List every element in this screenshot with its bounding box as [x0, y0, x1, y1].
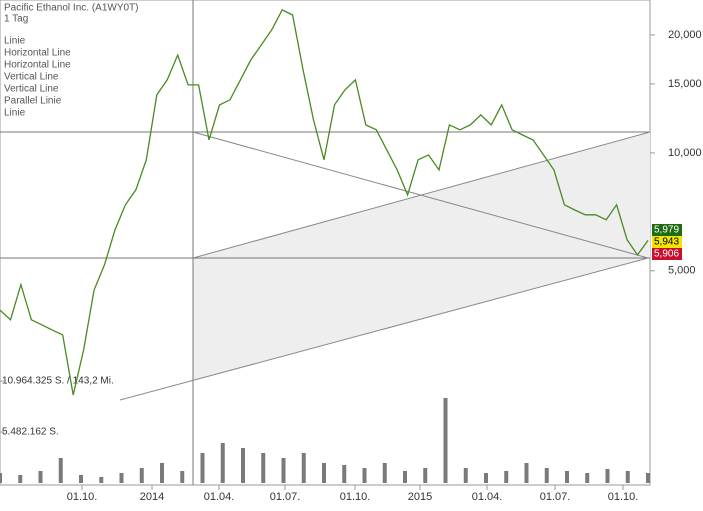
x-tick-label: 01.10. — [340, 491, 371, 503]
volume-bar — [18, 474, 23, 483]
y-tick-label: 10,000 — [668, 147, 702, 159]
volume-bar — [342, 464, 347, 483]
volume-bar — [504, 470, 509, 483]
volume-bar — [443, 397, 448, 483]
volume-bar — [139, 467, 144, 483]
price-tag — [652, 248, 682, 260]
x-tick-label: 01.07. — [270, 491, 301, 503]
volume-bar — [646, 472, 650, 483]
volume-bar — [301, 452, 306, 483]
volume-bar — [58, 457, 63, 483]
chart-subtitle: 1 Tag — [4, 14, 28, 25]
x-tick-label: 01.07. — [540, 491, 571, 503]
volume-bar — [281, 457, 286, 483]
volume-bar — [524, 462, 529, 483]
volume-bar — [565, 470, 569, 483]
drawing-legend: Vertical Line — [4, 84, 59, 95]
volume-bar — [322, 462, 326, 483]
volume-bar — [362, 467, 367, 483]
volume-bar — [99, 476, 104, 483]
x-tick-label: 01.04. — [472, 491, 503, 503]
drawing-legend: Vertical Line — [4, 72, 59, 83]
volume-bar — [403, 470, 407, 483]
chart-title: Pacific Ethanol Inc. (A1WY0T) — [4, 3, 139, 14]
y-tick-label: 15,000 — [668, 78, 702, 90]
volume-bar — [544, 467, 549, 483]
price-tag-label: 5,943 — [654, 237, 679, 248]
x-tick-label: 01.10. — [608, 491, 639, 503]
price-tag — [652, 236, 682, 248]
volume-tick-label: 5.482.162 S. — [2, 427, 59, 438]
x-tick-label: 01.10. — [67, 491, 98, 503]
volume-bar — [180, 470, 185, 483]
volume-tick-label: 10.964.325 S. / 143,2 Mi. — [2, 376, 114, 387]
volume-bar — [0, 472, 2, 483]
volume-bar — [220, 442, 225, 483]
price-tag-label: 5,979 — [654, 225, 679, 236]
volume-bar — [38, 470, 43, 483]
volume-bar — [261, 452, 266, 483]
channel-shade — [193, 132, 650, 380]
x-tick-label: 2015 — [408, 491, 432, 503]
volume-bar — [241, 447, 245, 483]
volume-bar — [200, 452, 205, 483]
price-line — [0, 9, 649, 396]
y-tick-label: 5,000 — [668, 265, 696, 277]
volume-bar — [463, 467, 468, 483]
y-tick-label: 20,000 — [668, 29, 702, 41]
drawing-legend: Parallel Linie — [4, 96, 62, 107]
volume-bar — [585, 472, 590, 483]
trend-line — [119, 257, 649, 401]
x-tick-label: 01.04. — [204, 491, 235, 503]
volume-bar — [625, 470, 630, 483]
volume-bar — [160, 462, 164, 483]
volume-bar — [605, 468, 610, 483]
trend-line — [192, 131, 651, 259]
drawing-legend: Horizontal Line — [4, 60, 71, 71]
volume-bar — [484, 472, 488, 483]
drawing-legend: Horizontal Line — [4, 48, 71, 59]
volume-bar — [119, 472, 124, 483]
volume-bar — [382, 462, 387, 483]
drawing-legend: Linie — [4, 108, 26, 119]
price-tag-label: 5,906 — [654, 249, 679, 260]
x-tick-label: 2014 — [140, 491, 164, 503]
price-tag — [652, 224, 682, 236]
drawing-legend: Linie — [4, 36, 26, 47]
volume-bar — [423, 467, 428, 483]
volume-bar — [79, 474, 83, 483]
